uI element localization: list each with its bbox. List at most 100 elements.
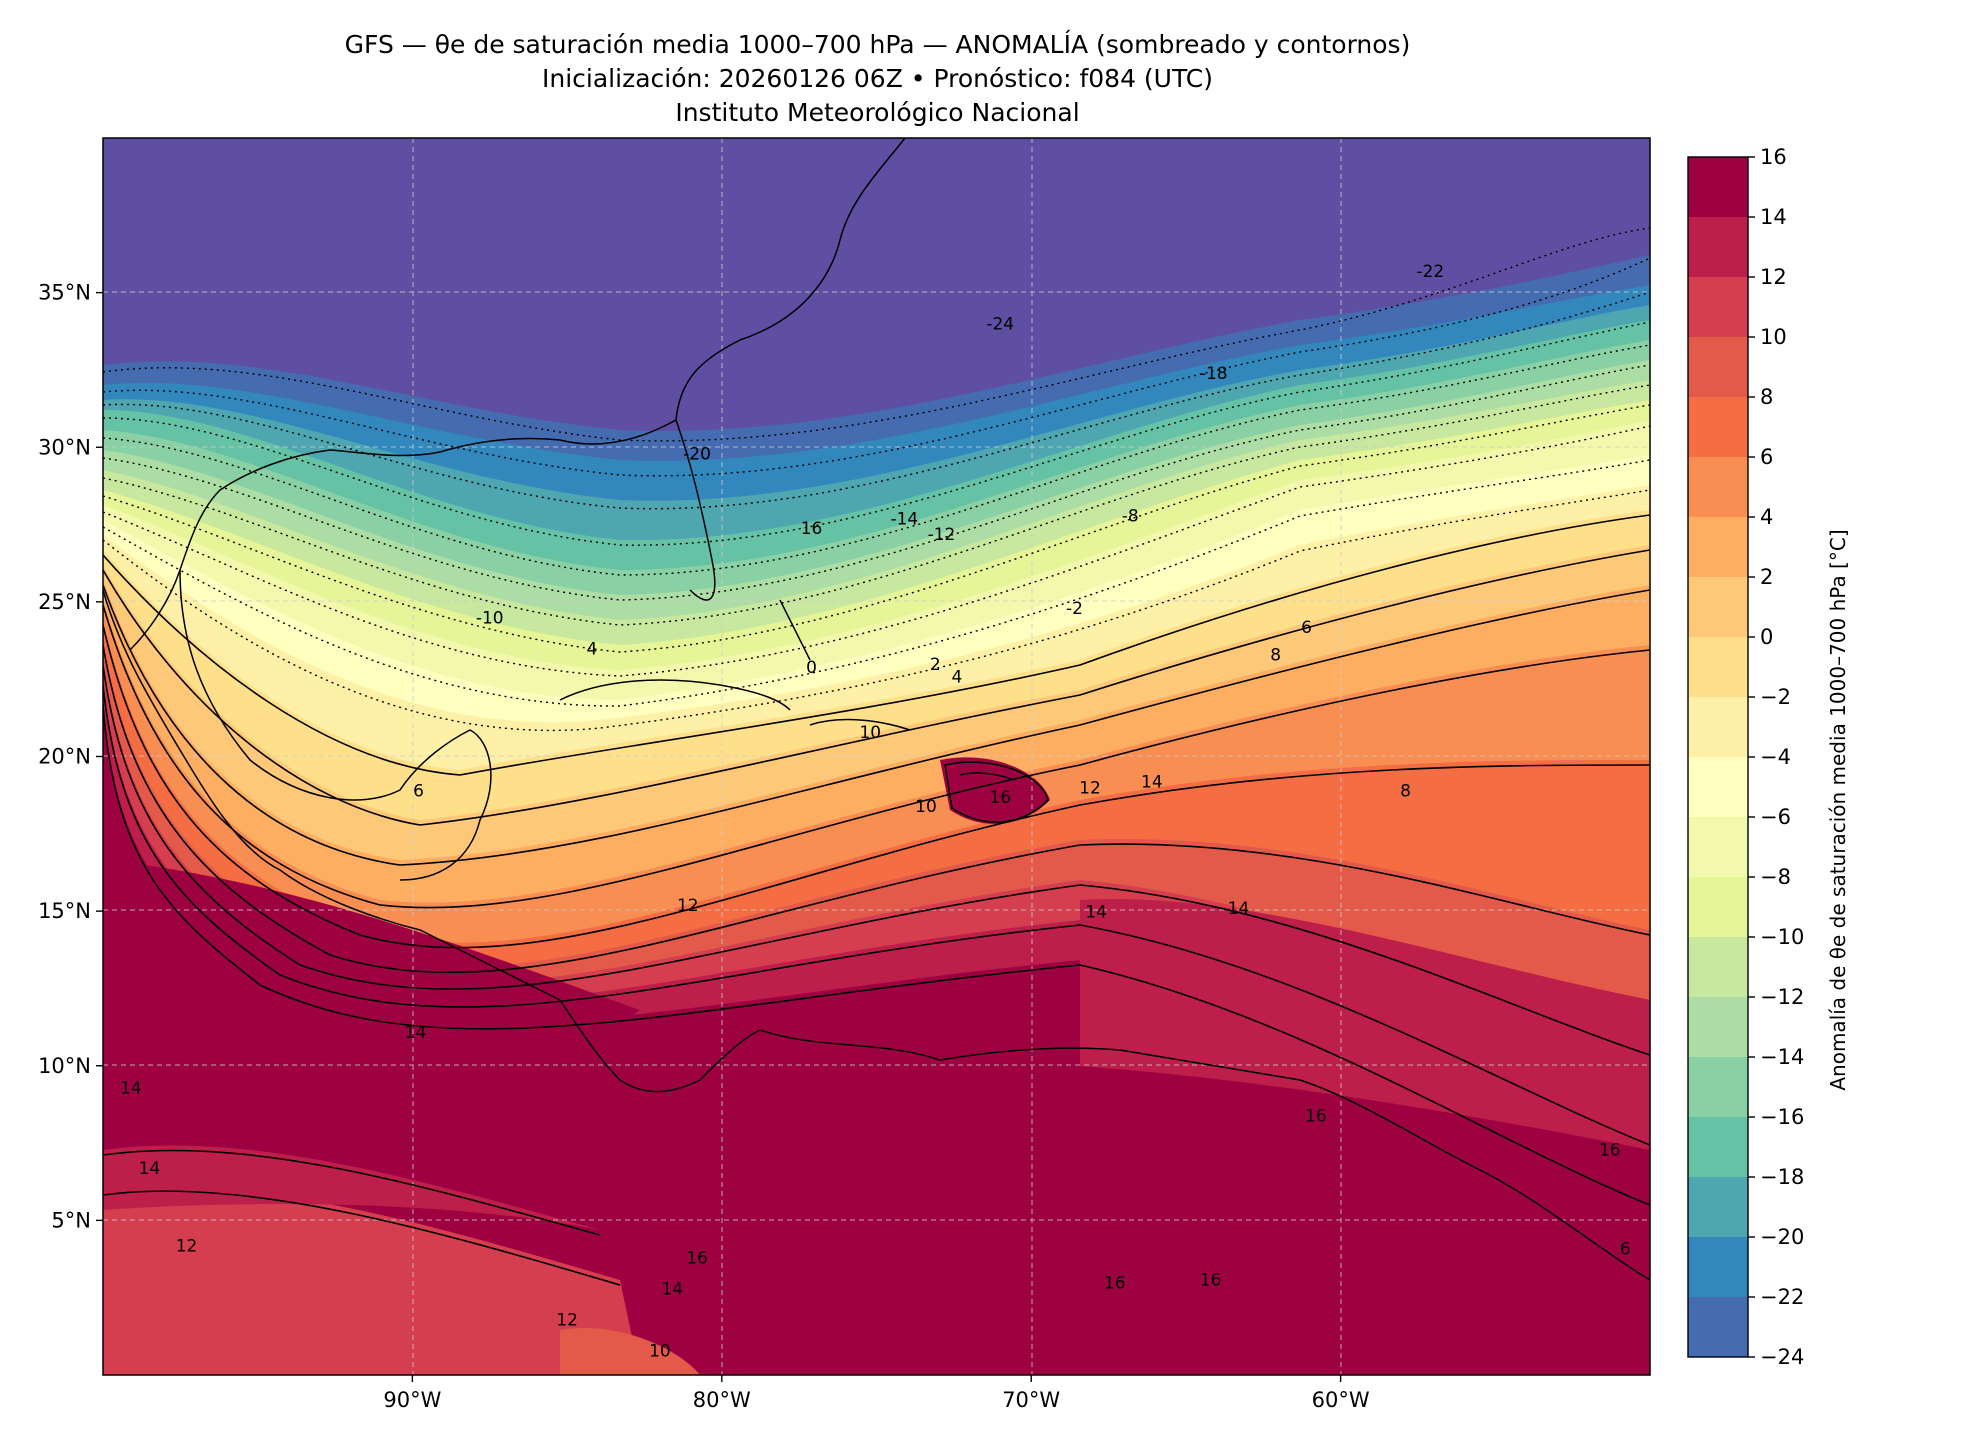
colorbar-tick-label: −8 — [1760, 865, 1791, 889]
contour-14-southwest — [103, 1149, 601, 1236]
contour-2 — [103, 549, 1650, 826]
colorbar-swatch — [1688, 1177, 1748, 1238]
lat-tick-label: 5°N — [51, 1208, 91, 1232]
contour-minus-24 — [103, 227, 1650, 442]
contour-label: -10 — [476, 609, 504, 629]
colorbar-tick-label: −24 — [1760, 1345, 1804, 1369]
colorbar-tick-label: −12 — [1760, 985, 1804, 1009]
colorbar-tick-label: −18 — [1760, 1165, 1804, 1189]
lon-tick-label: 90°W — [383, 1388, 441, 1412]
colorbar-swatch — [1688, 517, 1748, 578]
colorbar-swatch — [1688, 637, 1748, 698]
latitude-axis: 35°N 30°N 25°N 20°N 15°N 10°N 5°N — [38, 281, 103, 1232]
contour-label: 2 — [930, 655, 941, 675]
positive-contours — [103, 514, 1650, 1286]
lat-tick-label: 25°N — [38, 590, 91, 614]
contour-label: 14 — [1228, 899, 1250, 919]
contour-label: 12 — [677, 896, 699, 916]
contour-label: 0 — [806, 658, 817, 678]
colorbar-swatch — [1688, 697, 1748, 758]
contour-minus-12 — [103, 384, 1650, 626]
contour-label: 16 — [989, 788, 1011, 808]
colorbar-tick-label: 0 — [1760, 625, 1773, 649]
contour-label: -2 — [1066, 599, 1083, 619]
coast-mexico-east — [179, 569, 492, 881]
colorbar-swatch — [1688, 217, 1748, 278]
longitude-axis: 90°W 80°W 70°W 60°W — [383, 1375, 1370, 1412]
contour-minus-4 — [103, 489, 1650, 732]
contour-16 — [103, 704, 1650, 1206]
colorbar-tick-label: 2 — [1760, 565, 1773, 589]
colorbar-swatch — [1688, 277, 1748, 338]
contour-6 — [103, 604, 1650, 909]
colorbar-swatch — [1688, 337, 1748, 398]
colorbar-swatch — [1688, 877, 1748, 938]
colorbar-tick-label: 16 — [1760, 145, 1787, 169]
contour-label: 14 — [1141, 772, 1163, 792]
contour-label: 10 — [915, 797, 937, 817]
contour-10 — [103, 644, 1650, 974]
lon-tick-label: 70°W — [1002, 1388, 1060, 1412]
contour-label: 6 — [1301, 618, 1312, 638]
lon-tick-label: 60°W — [1312, 1388, 1370, 1412]
contour-label: 10 — [649, 1341, 671, 1361]
colorbar-tick-label: −14 — [1760, 1045, 1804, 1069]
contour-label: 12 — [1079, 779, 1101, 799]
colorbar-swatch — [1688, 457, 1748, 518]
contour-minus-10 — [103, 404, 1650, 653]
contour-12-southwest — [103, 1190, 621, 1286]
contour-label: 14 — [405, 1023, 427, 1043]
colorbar-swatch — [1688, 397, 1748, 458]
contour-label: 8 — [1270, 646, 1281, 666]
band-16-patch-southeast — [700, 1060, 1650, 1375]
anomaly-shading — [103, 255, 1650, 1375]
contour-8 — [103, 624, 1650, 949]
contour-0 — [103, 514, 1650, 776]
contour-minus-8 — [103, 425, 1650, 677]
colorbar-swatch — [1688, 817, 1748, 878]
contour-label: 8 — [1400, 782, 1411, 802]
title-line-2: Inicialización: 20260126 06Z • Pronóstic… — [542, 64, 1213, 93]
contour-label: 12 — [556, 1311, 578, 1331]
coast-us-east — [675, 138, 906, 601]
band-12-patch-southwest — [103, 1186, 640, 1375]
coast-cuba — [559, 679, 791, 711]
lat-tick-label: 20°N — [38, 745, 91, 769]
contour-minus-20 — [103, 291, 1650, 510]
contour-label: -14 — [890, 510, 918, 530]
band-14-patch-southwest — [103, 1145, 600, 1230]
colorbar-tick-label: 10 — [1760, 325, 1787, 349]
colorbar-swatch — [1688, 157, 1748, 218]
contour-label: 6 — [1620, 1239, 1631, 1259]
contour-minus-16 — [103, 344, 1650, 576]
colorbar-tick-label: −20 — [1760, 1225, 1804, 1249]
contour-label: 16 — [1104, 1273, 1126, 1293]
coast-central-america — [559, 999, 761, 1093]
lon-tick-label: 80°W — [693, 1388, 751, 1412]
colorbar-swatch — [1688, 1237, 1748, 1298]
lat-tick-label: 15°N — [38, 899, 91, 923]
contour-minus-18 — [103, 321, 1650, 546]
colorbar-tick-label: −22 — [1760, 1285, 1804, 1309]
contour-label: 4 — [586, 639, 597, 659]
coast-hispaniola — [809, 718, 911, 731]
colorbar-tick-label: 12 — [1760, 265, 1787, 289]
contour-minus-22 — [103, 257, 1650, 477]
contour-16-caribbean — [944, 761, 1049, 823]
gridlines — [103, 138, 1650, 1375]
colorbar-tick-label: 8 — [1760, 385, 1773, 409]
colorbar-tick-label: 6 — [1760, 445, 1773, 469]
contour-label: 16 — [1200, 1270, 1222, 1290]
contour-label: 14 — [139, 1159, 161, 1179]
colorbar-swatch — [1688, 757, 1748, 818]
contour-12 — [103, 664, 1650, 1056]
coastlines — [103, 138, 1650, 1281]
band-10-patch-south — [560, 1328, 700, 1375]
contour-label: -20 — [683, 445, 711, 465]
colorbar-swatch — [1688, 997, 1748, 1058]
contour-label: 12 — [176, 1236, 198, 1256]
contour-4 — [103, 584, 1650, 866]
lat-tick-label: 35°N — [38, 281, 91, 305]
contour-label: 16 — [801, 519, 823, 539]
